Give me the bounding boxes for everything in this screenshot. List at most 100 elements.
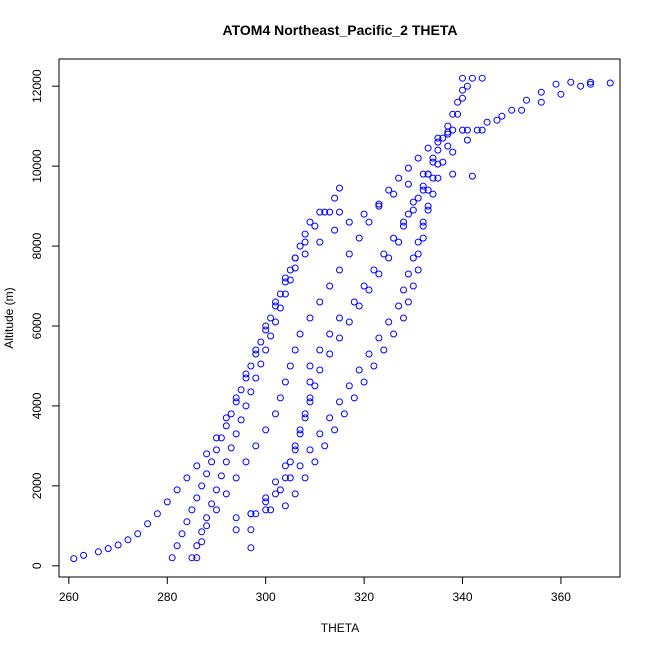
data-point	[301, 250, 309, 258]
data-point	[326, 282, 334, 290]
data-point	[276, 290, 284, 298]
data-point	[557, 90, 565, 98]
data-point	[468, 172, 476, 180]
data-point	[286, 276, 294, 284]
data-point	[286, 362, 294, 370]
data-point	[301, 230, 309, 238]
data-point	[227, 410, 235, 418]
data-point	[213, 486, 220, 494]
data-point	[404, 298, 412, 306]
data-point	[262, 498, 270, 506]
data-point	[498, 112, 506, 120]
x-tick-label: 360	[551, 590, 571, 604]
data-point	[326, 414, 334, 422]
data-point	[518, 106, 526, 114]
data-point	[306, 378, 314, 386]
data-point	[360, 378, 368, 386]
data-point	[281, 502, 289, 510]
data-point	[508, 106, 516, 114]
data-point	[345, 318, 353, 326]
data-point	[444, 122, 452, 130]
data-point	[493, 116, 501, 124]
data-point	[262, 322, 270, 330]
series-2	[168, 208, 343, 562]
data-point	[473, 126, 481, 134]
data-point	[188, 554, 196, 562]
data-point	[247, 544, 255, 552]
data-point	[316, 430, 324, 438]
data-point	[400, 222, 407, 230]
y-tick-label: 12000	[30, 69, 44, 103]
data-point	[301, 474, 309, 482]
data-point	[173, 486, 181, 494]
data-point	[198, 528, 206, 536]
data-point	[434, 146, 442, 154]
data-point	[523, 96, 530, 104]
data-point	[336, 314, 343, 322]
data-point	[587, 78, 594, 86]
data-point	[326, 330, 334, 338]
data-point	[232, 474, 240, 482]
data-point	[281, 290, 289, 298]
data-point	[434, 174, 442, 182]
data-point	[429, 190, 437, 198]
data-point	[301, 414, 309, 422]
data-point	[247, 362, 255, 370]
data-point	[537, 88, 545, 96]
data-point	[468, 74, 476, 82]
data-point	[414, 250, 422, 258]
y-tick-label: 2000	[30, 472, 44, 499]
data-point	[385, 318, 393, 326]
series-8	[232, 80, 594, 522]
data-point	[296, 426, 304, 434]
data-point	[296, 462, 304, 470]
data-point	[336, 334, 343, 342]
data-point	[306, 218, 314, 226]
x-tick-label: 260	[59, 590, 79, 604]
data-point	[213, 446, 220, 454]
data-point	[340, 410, 348, 418]
data-point	[345, 250, 353, 258]
data-point	[429, 154, 437, 162]
data-point	[419, 234, 427, 242]
data-point	[144, 520, 152, 528]
data-point	[193, 494, 201, 502]
data-point	[478, 126, 486, 134]
y-tick-label: 4000	[30, 392, 44, 419]
data-point	[134, 530, 142, 538]
data-point	[153, 510, 161, 518]
data-point	[434, 134, 442, 142]
x-tick-label: 280	[157, 590, 177, 604]
data-point	[577, 82, 585, 90]
data-point	[94, 548, 102, 556]
data-point	[232, 394, 240, 402]
data-point	[375, 200, 383, 208]
data-point	[365, 286, 373, 294]
data-point	[296, 242, 304, 250]
data-point	[409, 206, 417, 214]
data-point	[414, 154, 422, 162]
data-point	[400, 286, 407, 294]
data-point	[552, 80, 560, 88]
data-point	[198, 538, 206, 546]
data-point	[257, 360, 265, 368]
data-point	[375, 202, 383, 210]
data-point	[242, 374, 250, 382]
data-point	[404, 270, 412, 278]
data-point	[385, 254, 393, 262]
data-point	[80, 551, 88, 559]
data-point	[419, 186, 427, 194]
data-point	[606, 79, 614, 87]
data-point	[370, 266, 378, 274]
data-point	[483, 118, 491, 126]
data-point	[439, 134, 447, 142]
data-point	[222, 422, 230, 430]
data-point	[395, 238, 403, 246]
data-point	[336, 398, 343, 406]
data-point	[203, 522, 211, 530]
data-point	[276, 394, 284, 402]
data-point	[291, 264, 299, 272]
data-point	[380, 346, 388, 354]
data-point	[306, 314, 314, 322]
data-point	[316, 366, 324, 374]
